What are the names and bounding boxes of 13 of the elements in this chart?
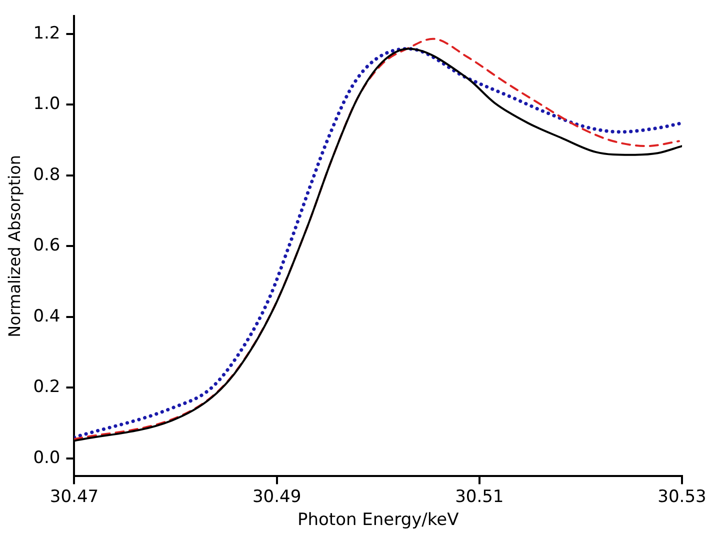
y-tick-label: 0.8	[33, 164, 60, 185]
y-tick-label: 1.0	[33, 94, 60, 114]
x-tick-label: 30.49	[252, 486, 302, 507]
y-tick-label: 1.2	[33, 23, 60, 44]
x-tick-label: 30.47	[50, 486, 99, 507]
y-tick-label: 0.6	[33, 236, 60, 256]
y-tick-label: 0.0	[33, 448, 60, 468]
y-tick-label: 0.4	[33, 306, 60, 326]
y-tick-label: 0.2	[33, 377, 60, 398]
x-axis-title: Photon Energy/keV	[297, 510, 460, 530]
x-tick-label: 30.53	[658, 486, 706, 507]
y-axis-title: Normalized Absorption	[4, 154, 24, 338]
x-tick-label: 30.51	[455, 486, 504, 507]
